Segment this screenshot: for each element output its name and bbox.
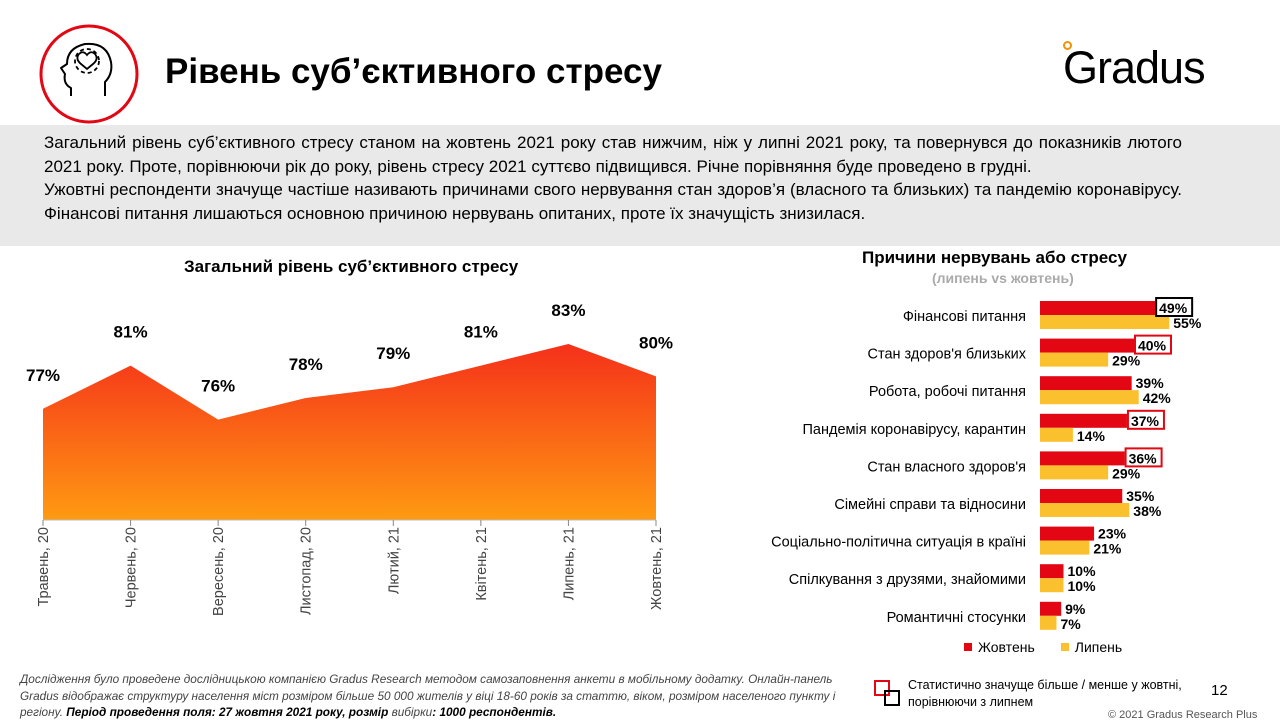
category-label: Романтичні стосунки xyxy=(887,610,1026,626)
gradus-logo: Gradus xyxy=(1063,42,1206,93)
stress-chart-title: Загальний рівень суб’єктивного стресу xyxy=(184,257,519,276)
summary-panel xyxy=(0,125,1280,246)
bar-october xyxy=(1040,564,1064,579)
area-value-label: 77% xyxy=(26,366,60,385)
x-tick-label: Вересень, 20 xyxy=(211,527,227,616)
bar-july xyxy=(1040,615,1057,630)
significance-box xyxy=(1124,447,1163,468)
page-title: Рівень суб’єктивного стресу xyxy=(165,52,662,91)
bar-label-july: 21% xyxy=(1093,541,1122,557)
category-label: Стан здоров'я близьких xyxy=(868,347,1027,363)
bar-july xyxy=(1040,578,1064,593)
footnote-method: Дослідження було проведене дослідницькою… xyxy=(20,672,836,719)
bar-label-july: 55% xyxy=(1173,315,1202,331)
bar-label-october: 23% xyxy=(1098,526,1127,542)
x-tick-label: Лютий, 21 xyxy=(386,527,402,594)
reasons-bar-chart: Фінансові питання 49%55% Стан здоров'я бли… xyxy=(771,297,1202,632)
area-value-label: 80% xyxy=(639,333,673,352)
significance-note: Статистично значуще більше / менше у жов… xyxy=(908,677,1182,710)
category-label: Робота, робочі питання xyxy=(869,384,1026,400)
bar-label-july: 7% xyxy=(1060,616,1081,632)
bar-july xyxy=(1040,315,1170,329)
reasons-chart-subtitle: (липень vs жовтень) xyxy=(932,270,1074,286)
copyright: © 2021 Gradus Research Plus xyxy=(1108,709,1258,721)
x-tick-label: Червень, 20 xyxy=(124,527,140,608)
area-value-label: 79% xyxy=(376,344,410,363)
stress-area xyxy=(43,344,656,520)
bar-legend: Жовтень Липень xyxy=(964,639,1122,655)
significance-higher-icon xyxy=(874,680,890,696)
stress-area-chart: 77% Травень, 20 81% Червень, 20 76% Вересень,… xyxy=(26,301,673,616)
area-value-label: 78% xyxy=(289,355,323,374)
legend-label-july: Липень xyxy=(1074,639,1123,655)
bar-july xyxy=(1040,352,1109,367)
bar-july xyxy=(1040,427,1073,442)
bar-label-october: 35% xyxy=(1126,488,1155,504)
area-value-label: 81% xyxy=(464,323,498,342)
significance-lower-icon xyxy=(884,690,900,706)
bar-october xyxy=(1040,376,1132,391)
bar-label-july: 29% xyxy=(1112,465,1141,481)
footnote-sample-word: вибірки xyxy=(391,705,433,719)
x-tick-label: Травень, 20 xyxy=(36,527,52,607)
bar-october xyxy=(1040,451,1125,466)
bar-july xyxy=(1040,465,1109,480)
head-heart-icon xyxy=(37,22,141,131)
bar-label-october: 39% xyxy=(1136,375,1165,391)
x-tick-label: Липень, 21 xyxy=(561,527,577,600)
bar-october xyxy=(1040,413,1127,428)
bar-july xyxy=(1040,503,1130,517)
significance-box xyxy=(1126,409,1165,430)
category-label: Пандемія коронавірусу, карантин xyxy=(803,422,1027,438)
summary-text: Загальний рівень суб’єктивного стресу ст… xyxy=(44,131,1182,225)
significance-box xyxy=(1155,297,1194,317)
bar-october xyxy=(1040,301,1156,315)
summary-paragraph-1: Загальний рівень суб’єктивного стресу ст… xyxy=(44,133,1182,176)
area-value-label: 81% xyxy=(114,323,148,342)
legend-label-october: Жовтень xyxy=(978,639,1035,655)
area-value-label: 76% xyxy=(201,377,235,396)
bar-label-october: 10% xyxy=(1068,563,1097,579)
category-label: Спілкування з друзями, знайомими xyxy=(789,572,1026,588)
category-label: Фінансові питання xyxy=(903,309,1026,325)
bar-label-october: 9% xyxy=(1065,601,1086,617)
bar-label-october: 40% xyxy=(1138,338,1167,354)
x-tick-label: Жовтень, 21 xyxy=(649,527,665,610)
bar-july xyxy=(1040,540,1090,555)
bar-label-july: 38% xyxy=(1133,503,1162,519)
x-tick-label: Квітень, 21 xyxy=(474,527,490,601)
legend-swatch-july xyxy=(1060,643,1069,651)
page-number: 12 xyxy=(1211,682,1228,699)
bar-label-october: 37% xyxy=(1131,413,1160,429)
bar-label-october: 36% xyxy=(1129,450,1158,466)
bar-october xyxy=(1040,601,1062,616)
summary-paragraph-2: Ужовтні респонденти значуще частіше нази… xyxy=(44,180,1182,223)
bar-label-july: 29% xyxy=(1112,353,1141,369)
logo-dot xyxy=(1063,41,1072,50)
footnote-sample: : 1000 респондентів. xyxy=(432,705,557,719)
bar-july xyxy=(1040,390,1139,405)
significance-note-line2: порівнюючи з липнем xyxy=(908,694,1034,709)
category-label: Стан власного здоров'я xyxy=(867,459,1026,475)
category-label: Сімейні справи та відносини xyxy=(834,497,1026,513)
bar-label-july: 42% xyxy=(1143,390,1172,406)
significance-note-line1: Статистично значуще більше / менше у жов… xyxy=(908,678,1182,692)
bar-label-october: 49% xyxy=(1159,300,1188,316)
bar-label-july: 10% xyxy=(1068,578,1097,594)
category-label: Соціально-політична ситуація в країні xyxy=(771,535,1026,551)
area-value-label: 83% xyxy=(551,301,585,320)
x-tick-label: Листопад, 20 xyxy=(299,527,315,615)
footnote-period: Період проведення поля: 27 жовтня 2021 р… xyxy=(66,705,392,719)
reasons-chart-title: Причини нервувань або стресу xyxy=(862,248,1127,267)
bar-october xyxy=(1040,489,1123,503)
methodology-footnote: Дослідження було проведене дослідницькою… xyxy=(20,671,870,721)
significance-box xyxy=(1134,334,1172,355)
bar-october xyxy=(1040,338,1134,353)
bar-label-july: 14% xyxy=(1077,428,1106,444)
bar-october xyxy=(1040,526,1095,541)
legend-swatch-october xyxy=(964,643,972,651)
